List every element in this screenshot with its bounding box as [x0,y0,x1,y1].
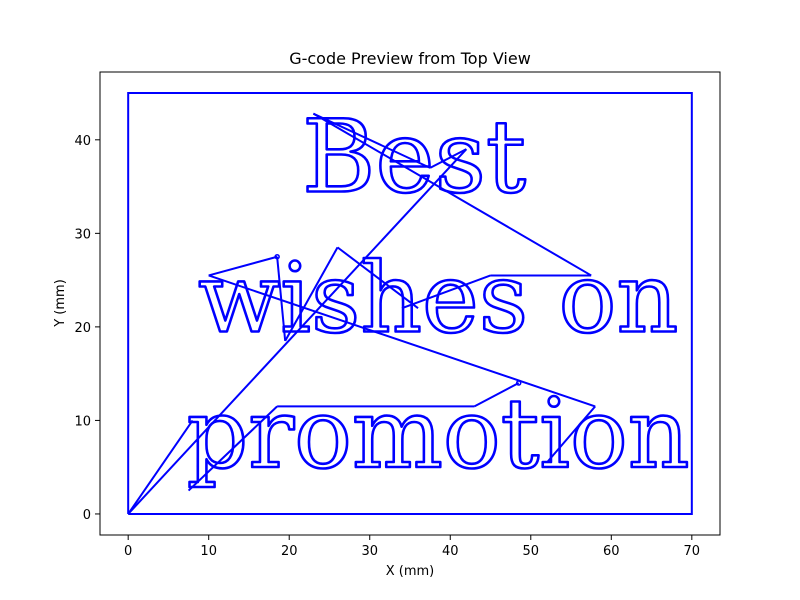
plunge-marker-1 [515,380,522,386]
travel-moves-path-2 [187,405,278,492]
y-tick-label: 30 [74,227,91,242]
plunge-marker-0 [274,253,280,260]
x-tick-label: 10 [200,544,217,559]
x-axis-label: X (mm) [386,564,435,579]
border-path-0 [127,92,693,515]
y-axis-label: Y (mm) [53,279,68,328]
y-tick-label: 0 [83,508,91,523]
chart-title: G-code Preview from Top View [289,49,531,68]
x-tick-label: 70 [684,544,701,559]
travel-moves-path-13 [312,112,431,169]
y-axis-ticks: 0 10 20 30 40 [74,134,100,523]
travel-moves-path-9 [336,246,419,309]
x-tick-label: 0 [124,544,132,559]
travel-moves-path-5 [208,274,596,408]
travel-moves-path-8 [284,246,339,342]
travel-moves-path-1 [127,419,194,515]
travel-moves-path-15 [546,405,596,464]
toolpath-text-2: promotion [187,378,690,490]
x-tick-label: 20 [281,544,298,559]
toolpath-text-1: wishes on [198,243,678,355]
travel-moves-path-0 [127,148,468,515]
travel-moves-path-10 [401,274,491,310]
toolpath-text-0: Best [302,98,526,215]
travel-moves-path-4 [473,382,520,408]
x-axis-ticks: 0 10 20 30 40 50 60 70 [124,535,700,559]
travel-moves-path-6 [208,255,278,277]
x-tick-label: 30 [361,544,378,559]
x-tick-label: 60 [603,544,620,559]
y-tick-label: 10 [74,414,91,429]
plot-layer: Best wishes on promotion [127,92,693,515]
travel-moves-path-14 [429,148,467,169]
y-tick-label: 40 [74,134,91,149]
x-tick-label: 40 [442,544,459,559]
plot-area-frame [99,71,721,536]
travel-moves-path-7 [276,256,287,342]
travel-moves-path-12 [312,112,592,277]
x-tick-label: 50 [523,544,540,559]
y-tick-label: 20 [74,321,91,336]
